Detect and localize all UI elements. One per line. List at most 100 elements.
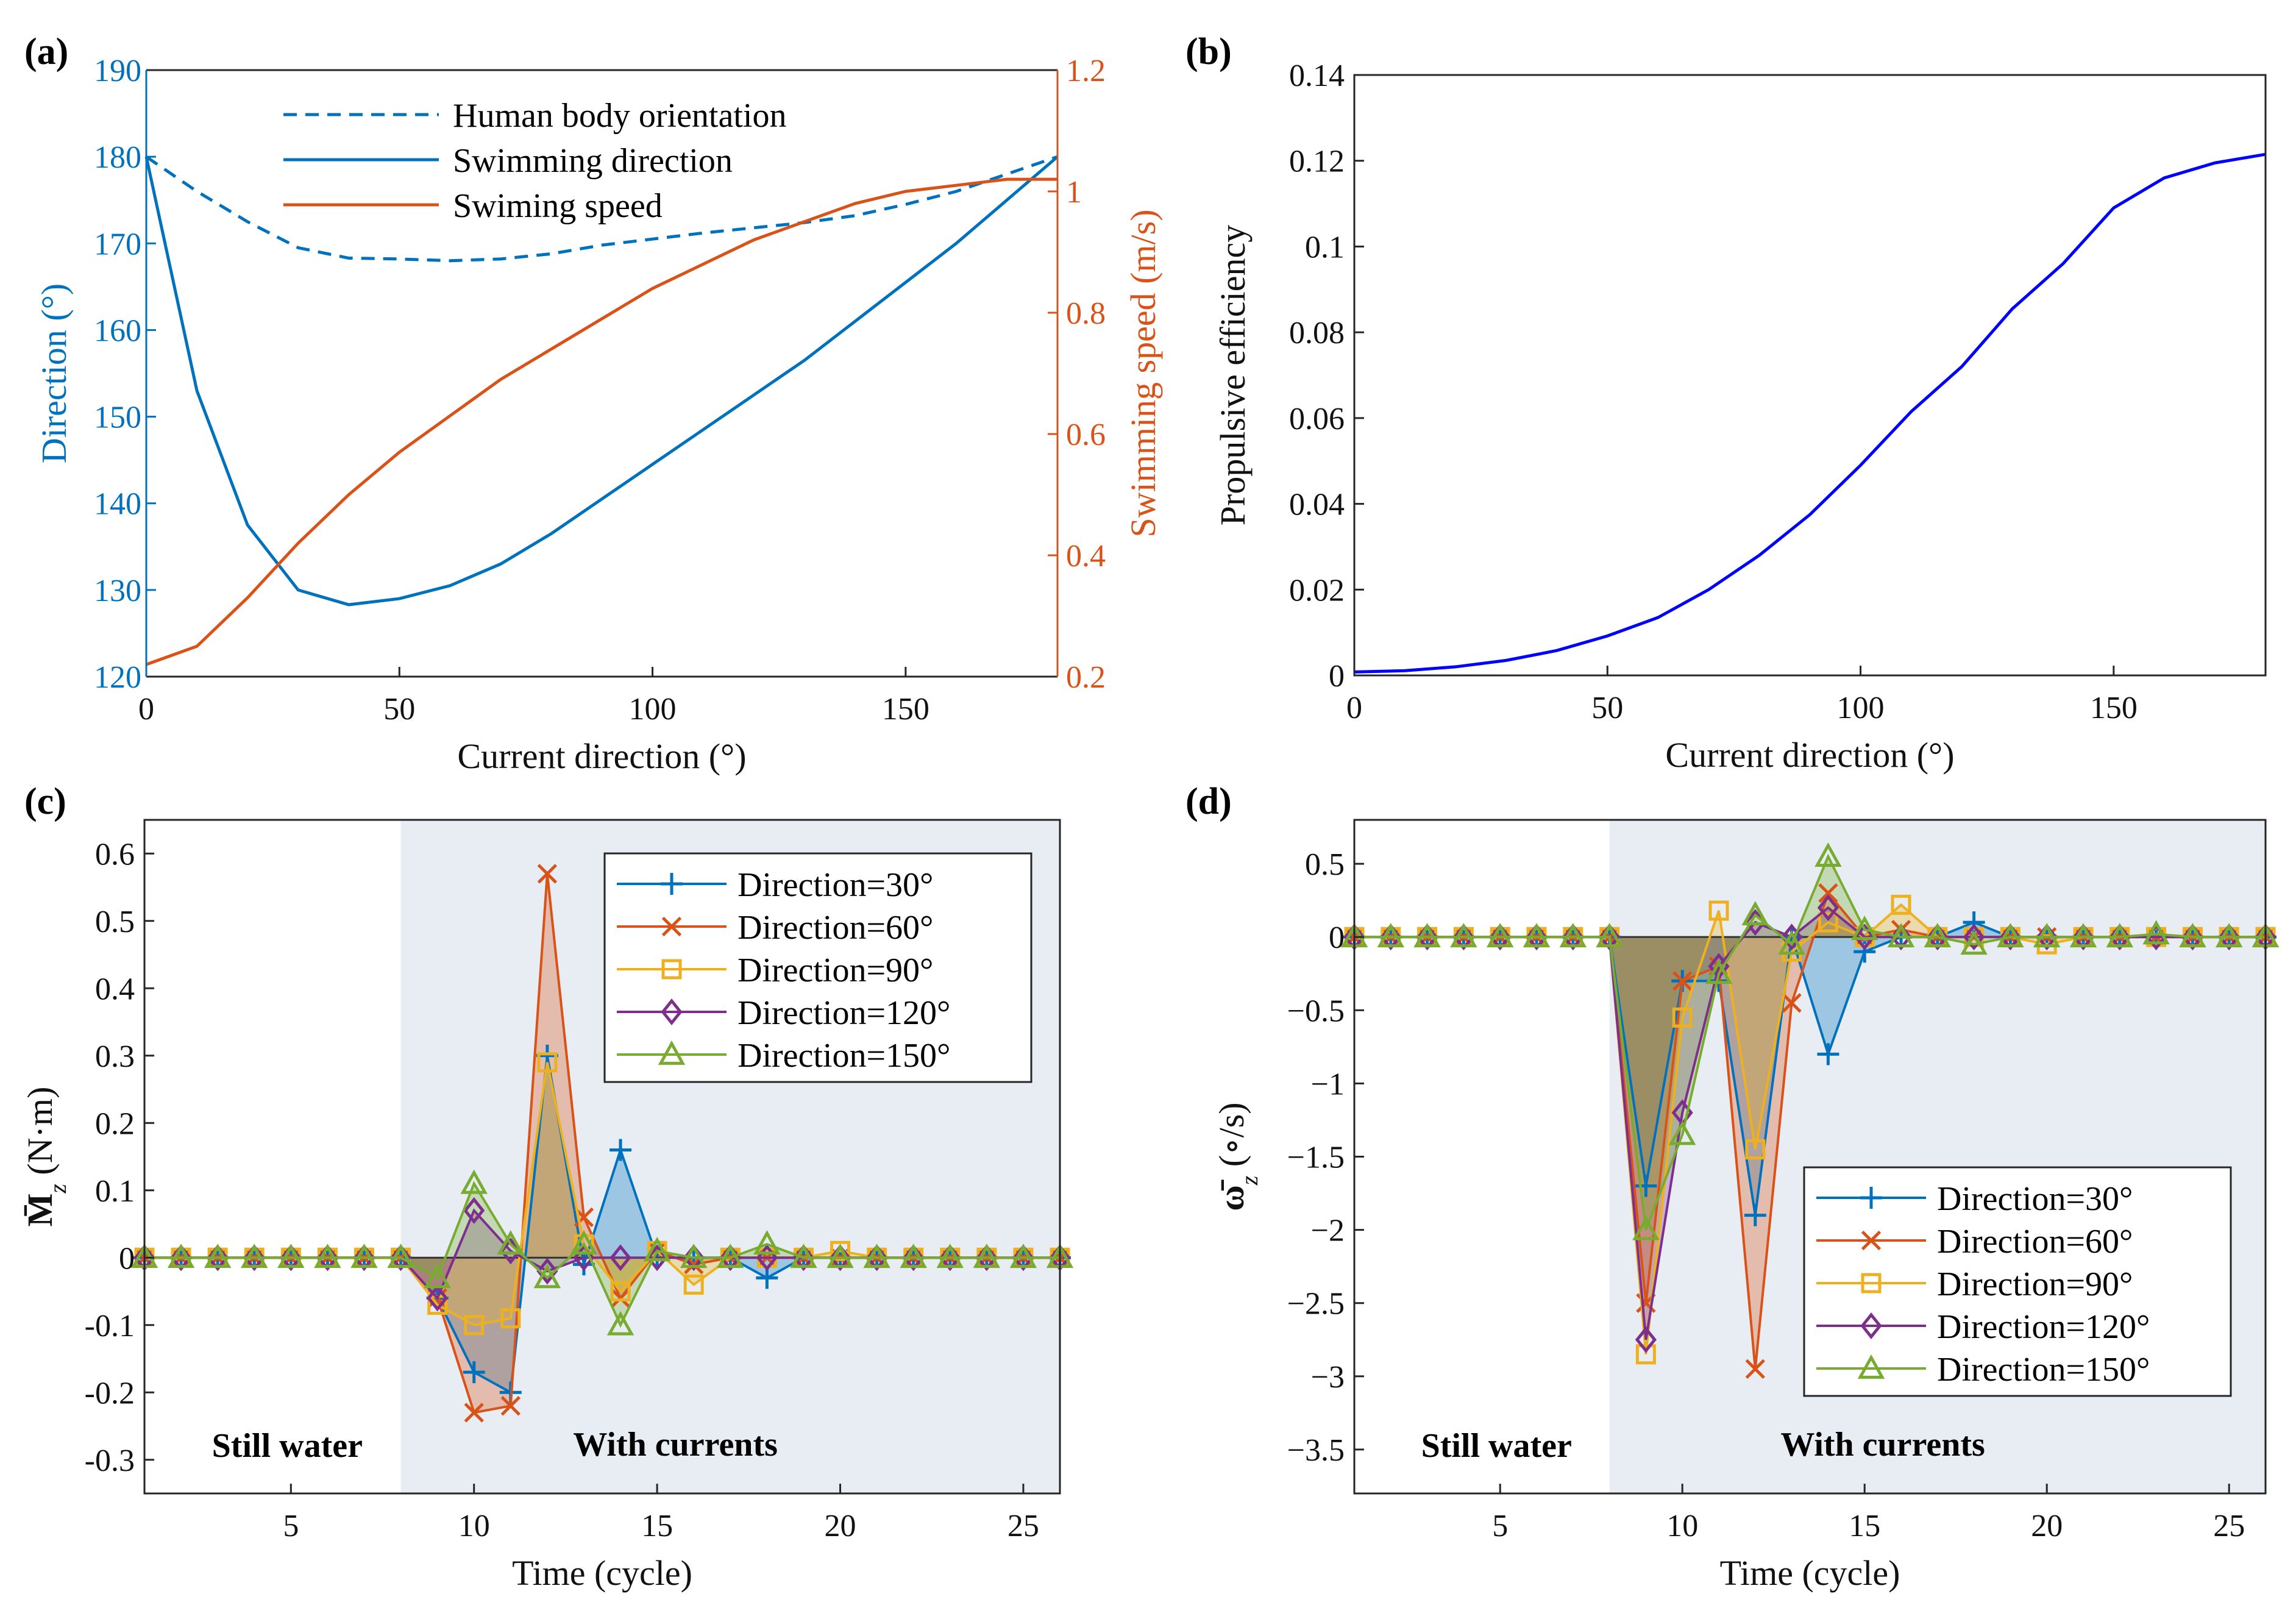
data-marker <box>2142 920 2170 945</box>
legend-label: Direction=90° <box>1937 1265 2133 1303</box>
series-line-human-body-orientation <box>145 155 1058 263</box>
y-tick-label: -0.2 <box>85 1376 135 1411</box>
y2-tick-label: 0.8 <box>1066 296 1106 331</box>
data-marker <box>1012 1244 1034 1272</box>
data-marker <box>1817 894 1839 922</box>
panel-d: 5 10 15 20 25 −3.5 −3 −2.5 −2 −1.5 −1 −0.5 0 0.5 Still… <box>1185 781 2280 1593</box>
y-tick-label: 0 <box>1329 659 1345 694</box>
data-marker <box>464 1403 484 1423</box>
y-tick-label: 0.08 <box>1289 316 1345 351</box>
data-marker <box>1635 1175 1657 1197</box>
data-marker <box>1416 923 1438 951</box>
y-tick-label: −1 <box>1311 1067 1345 1101</box>
data-marker <box>790 1244 817 1269</box>
legend-marker <box>661 873 683 895</box>
data-marker <box>976 1244 998 1272</box>
x-axis-title: Time (cycle) <box>1720 1553 1900 1593</box>
data-marker <box>243 1244 265 1272</box>
data-marker <box>1450 923 1477 948</box>
data-marker <box>753 1230 781 1255</box>
y-tick-label: 170 <box>94 227 141 262</box>
data-marker <box>536 1258 558 1285</box>
data-marker <box>973 1244 1001 1269</box>
x-tick-label: 20 <box>825 1509 856 1543</box>
data-marker <box>1741 900 1769 926</box>
data-marker <box>1672 1007 1693 1028</box>
y-tick-label: 120 <box>94 660 141 695</box>
legend-label: Direction=60° <box>737 909 933 947</box>
y-tick-label: −3.5 <box>1287 1433 1345 1468</box>
data-marker <box>1377 923 1405 948</box>
data-marker <box>1413 923 1441 948</box>
data-marker <box>2181 923 2204 951</box>
y-tick-label: 0.14 <box>1289 59 1345 93</box>
data-marker <box>1559 923 1587 948</box>
data-marker <box>570 1230 598 1255</box>
data-marker <box>240 1244 268 1269</box>
axes-frame <box>143 819 1061 1495</box>
data-marker <box>1963 923 1985 951</box>
data-marker <box>2069 923 2097 948</box>
y2-axis-title: Swimming speed (m/s) <box>1123 209 1163 537</box>
data-marker <box>2106 923 2134 948</box>
data-marker <box>280 1244 302 1272</box>
data-marker <box>464 1315 485 1336</box>
data-marker <box>610 1244 631 1272</box>
y-tick-label: 0 <box>119 1241 135 1276</box>
x-tick-label: 15 <box>641 1509 673 1543</box>
data-marker <box>463 1361 485 1384</box>
x-tick-label: 0 <box>1346 691 1362 725</box>
data-marker <box>277 1244 305 1269</box>
legend-marker <box>1857 1354 1885 1379</box>
legend-marker <box>661 959 682 980</box>
data-marker <box>1452 923 1475 951</box>
x-tick-label: 0 <box>138 692 154 727</box>
data-marker <box>1562 923 1584 951</box>
data-marker <box>1632 1215 1660 1240</box>
data-marker <box>533 1264 561 1289</box>
data-marker <box>537 864 558 884</box>
y-tick-label: 150 <box>94 400 141 435</box>
y-tick-label: 0.1 <box>1305 230 1345 265</box>
data-marker <box>863 1244 890 1269</box>
data-marker <box>1705 959 1733 984</box>
x-tick-label: 25 <box>2213 1509 2245 1543</box>
data-marker <box>1960 930 1988 955</box>
data-marker <box>1891 894 1911 915</box>
legend-label: Direction=30° <box>1937 1180 2133 1218</box>
data-marker <box>1708 900 1729 921</box>
data-marker <box>829 1244 851 1272</box>
region-label-still: Still water <box>1421 1427 1572 1465</box>
data-marker <box>1818 883 1838 903</box>
data-marker <box>1523 923 1551 948</box>
y-axis-title-subscript: z <box>44 1184 71 1194</box>
legend-marker <box>661 998 683 1026</box>
data-marker <box>1854 923 1875 951</box>
data-marker <box>1817 1043 1839 1066</box>
data-marker <box>2033 923 2061 948</box>
x-tick-label: 10 <box>458 1509 490 1543</box>
data-marker <box>1999 923 2022 951</box>
legend-label: Direction=120° <box>1937 1308 2150 1346</box>
legend-marker <box>1861 1273 1882 1294</box>
axes-frame <box>1353 74 2267 677</box>
data-marker <box>1890 923 1912 951</box>
data-marker <box>167 1244 195 1269</box>
data-marker <box>389 1244 412 1272</box>
series-line-swiming-speed <box>146 177 1057 666</box>
data-marker <box>424 1264 451 1289</box>
series-line-efficiency <box>1354 152 2266 674</box>
y-tick-label: −3 <box>1311 1360 1345 1395</box>
data-marker <box>1598 923 1621 951</box>
data-marker <box>680 1244 708 1269</box>
x-axis-title: Current direction (°) <box>457 736 746 776</box>
y-tick-label: 0.06 <box>1289 402 1345 436</box>
data-marker <box>2036 923 2058 951</box>
data-marker <box>500 1308 521 1329</box>
data-marker <box>1635 1344 1656 1365</box>
data-marker <box>314 1244 341 1269</box>
data-marker <box>792 1244 815 1272</box>
data-marker <box>1380 923 1402 951</box>
y-tick-label: -0.3 <box>85 1443 135 1478</box>
data-marker <box>903 1244 925 1272</box>
